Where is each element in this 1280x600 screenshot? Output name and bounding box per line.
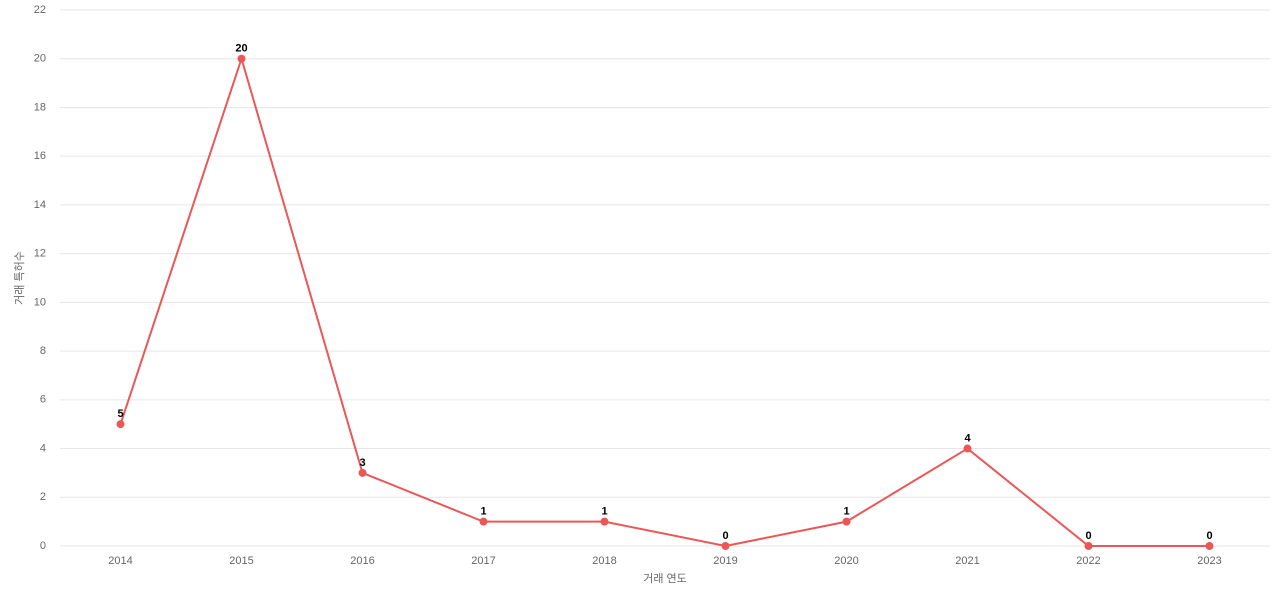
y-tick-label: 16 <box>34 150 46 162</box>
point <box>842 517 851 526</box>
y-tick-label: 22 <box>34 4 46 16</box>
y-tick-label: 10 <box>34 296 46 308</box>
point <box>116 420 125 429</box>
data-label: 5 <box>117 408 123 420</box>
line <box>119 55 1210 548</box>
y-tick-label: 0 <box>40 540 46 552</box>
x-tick-label: 2022 <box>1076 555 1100 567</box>
y-tick-label: 4 <box>40 442 46 454</box>
point <box>600 517 609 526</box>
point <box>479 517 488 526</box>
x-tick-label: 2014 <box>108 555 132 567</box>
x-axis-label: 거래 연도 <box>643 572 687 585</box>
x-tick-label: 2015 <box>229 555 253 567</box>
x-tick-label: 2019 <box>713 555 737 567</box>
y-tick-label: 20 <box>34 53 46 65</box>
point <box>963 444 972 453</box>
data-label: 1 <box>601 506 607 518</box>
x-tick-label: 2017 <box>471 555 495 567</box>
x-tick-label: 2018 <box>592 555 616 567</box>
y-tick-label: 6 <box>40 394 46 406</box>
data-label: 3 <box>359 457 365 469</box>
x-tick-label: 2021 <box>955 555 979 567</box>
data-label: 0 <box>1206 530 1212 542</box>
data-label: 20 <box>235 43 247 55</box>
y-tick-label: 2 <box>40 491 46 503</box>
data-label: 0 <box>1085 530 1091 542</box>
x-tick-label: 2020 <box>834 555 858 567</box>
x-tick-label: 2016 <box>350 555 374 567</box>
point <box>1084 542 1093 550</box>
point <box>1205 542 1214 550</box>
y-tick-label: 18 <box>34 101 46 113</box>
y-tick-label: 8 <box>40 345 46 357</box>
y-tick-label: 12 <box>34 248 46 260</box>
data-label: 1 <box>480 506 486 518</box>
point <box>358 468 367 477</box>
point <box>721 542 730 550</box>
x-tick-label: 2023 <box>1197 555 1221 567</box>
data-label: 0 <box>722 530 728 542</box>
data-label: 4 <box>964 432 971 444</box>
y-tick-label: 14 <box>34 199 46 211</box>
point <box>237 54 246 63</box>
data-label: 1 <box>843 506 849 518</box>
y-axis-label: 거래 특허수 <box>13 251 26 305</box>
